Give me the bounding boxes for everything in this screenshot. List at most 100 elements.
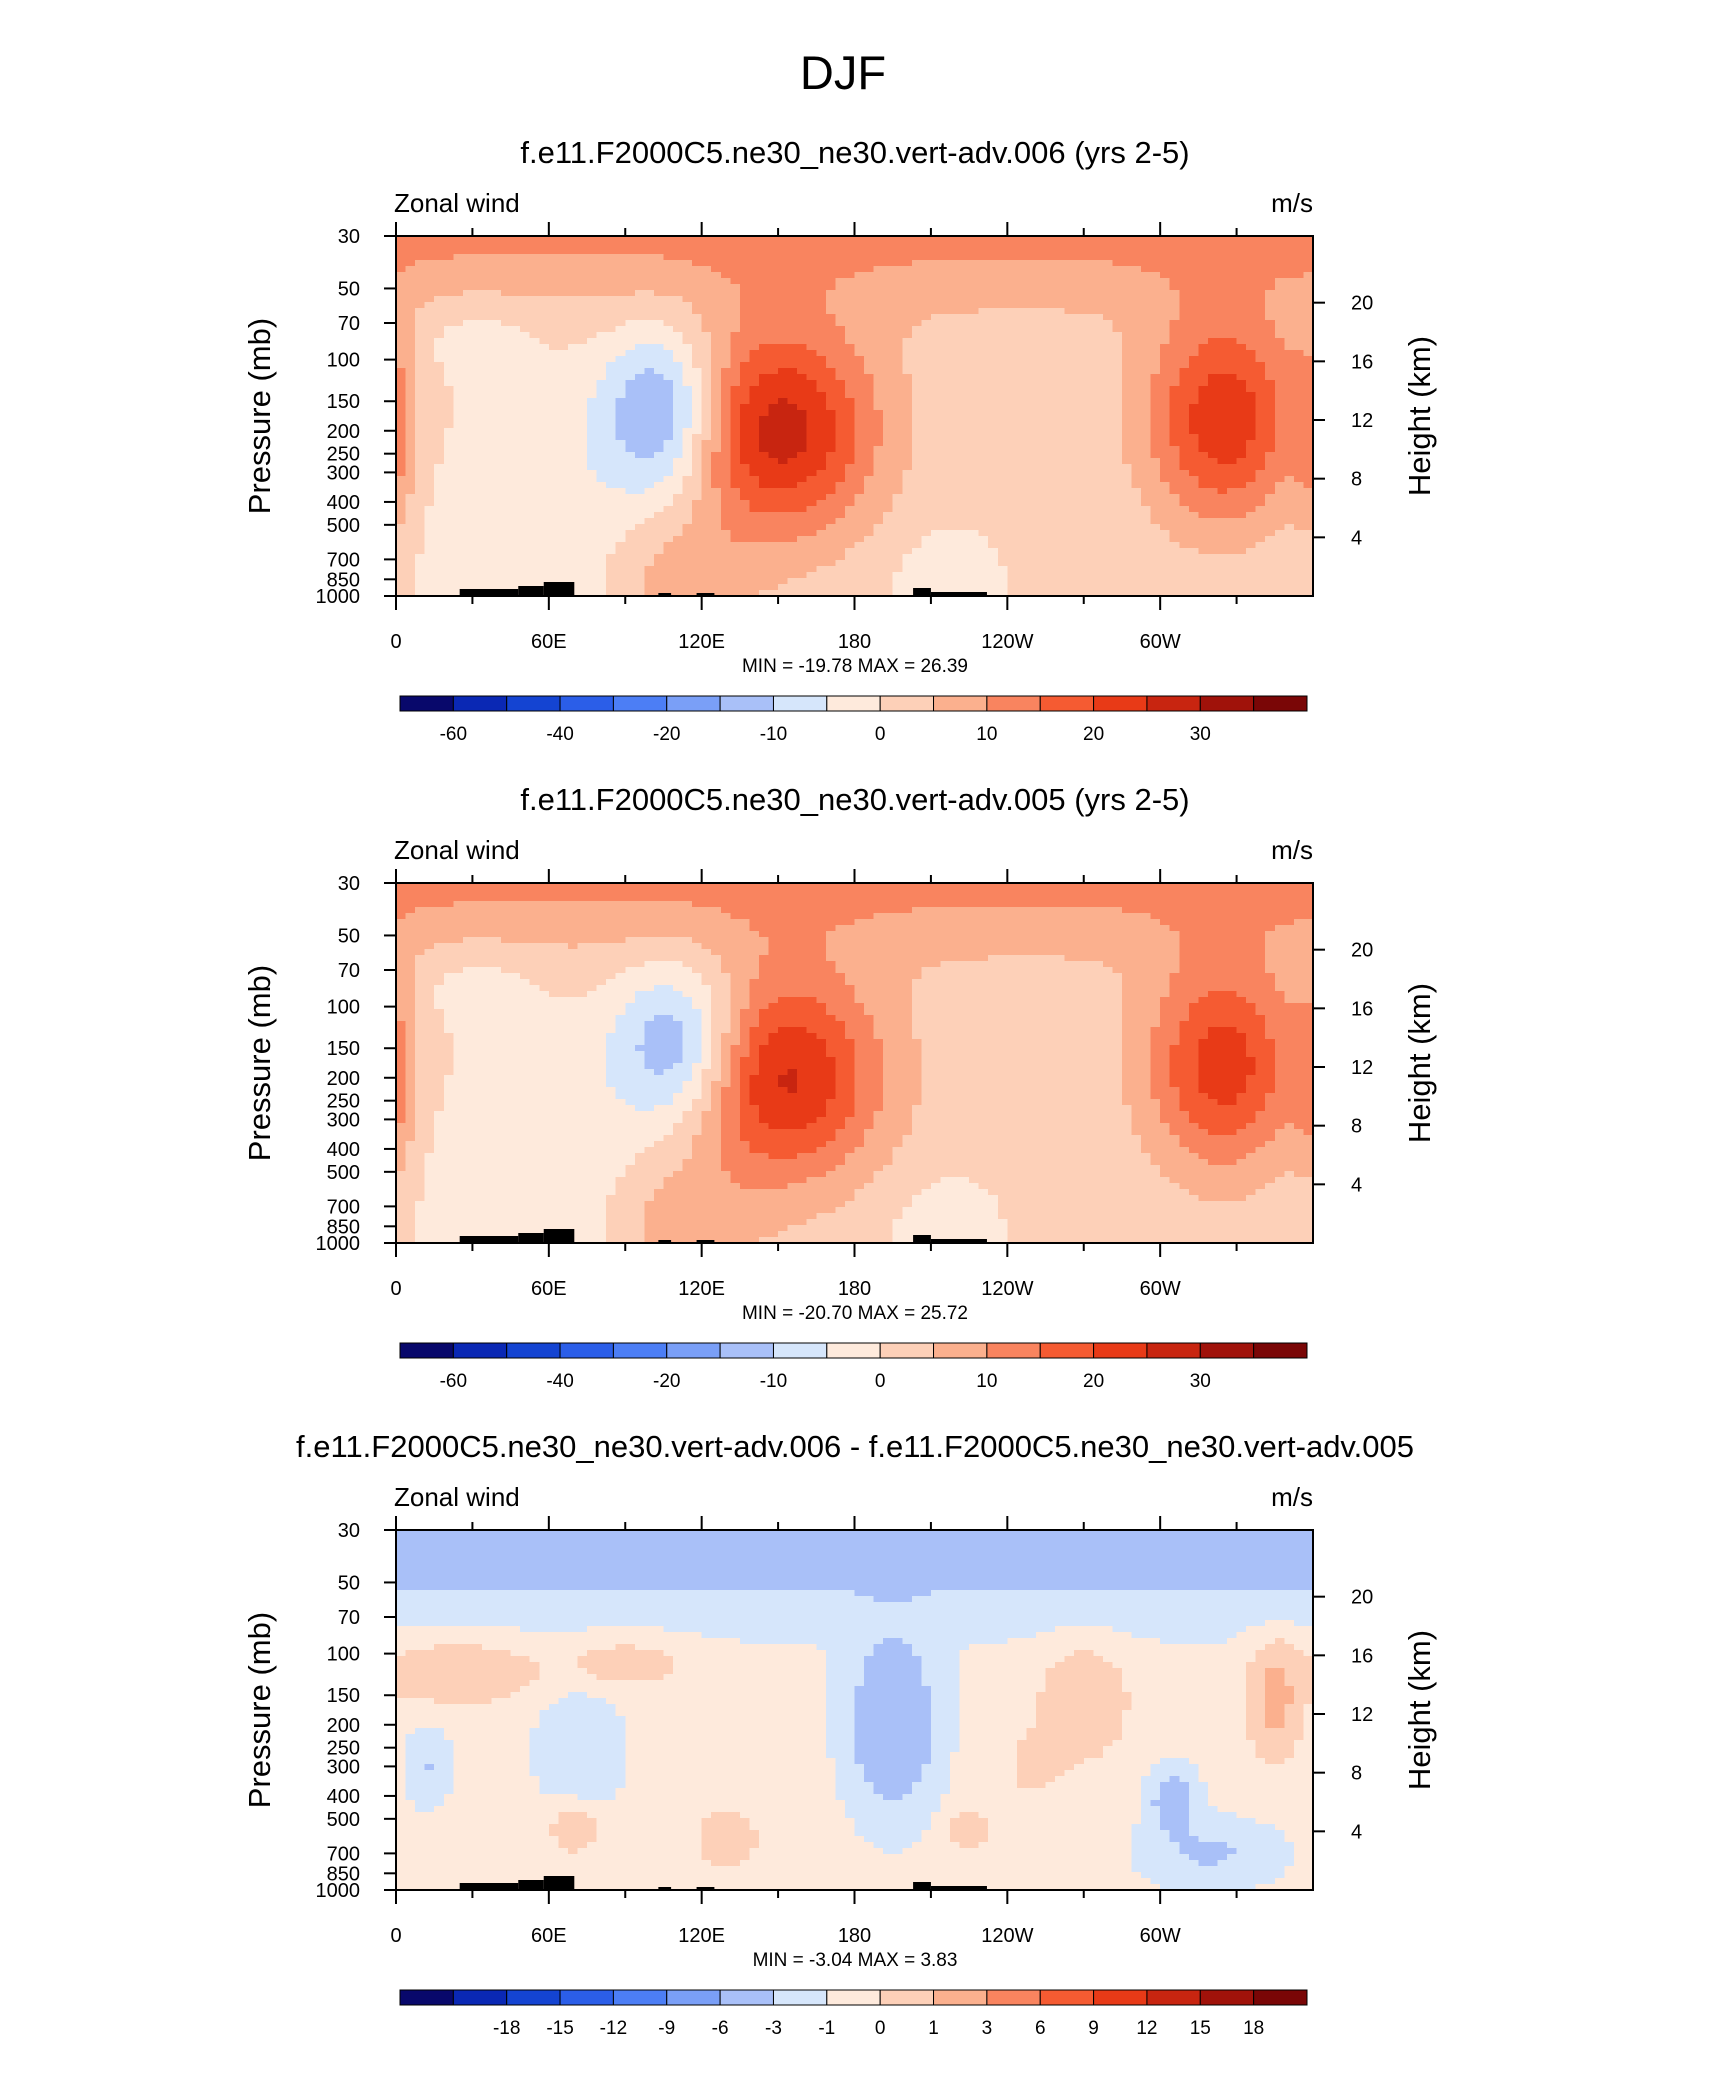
- contour-cell: [720, 296, 731, 303]
- contour-cell: [1007, 350, 1018, 357]
- contour-cell: [673, 242, 684, 249]
- contour-cell: [491, 518, 502, 525]
- contour-cell: [472, 296, 483, 303]
- contour-cell: [1293, 314, 1305, 321]
- contour-cell: [673, 272, 684, 279]
- contour-cell: [864, 338, 875, 345]
- contour-cell: [424, 440, 435, 447]
- contour-cell: [1131, 404, 1142, 411]
- contour-cell: [510, 482, 521, 489]
- contour-cell: [615, 356, 626, 363]
- contour-cell: [453, 320, 464, 327]
- contour-cell: [1045, 320, 1056, 327]
- contour-cell: [1227, 338, 1238, 345]
- contour-cell: [567, 350, 579, 357]
- contour-cell: [844, 266, 856, 273]
- contour-cell: [758, 320, 770, 327]
- contour-cell: [692, 380, 703, 387]
- contour-cell: [615, 404, 626, 411]
- contour-cell: [491, 416, 502, 423]
- contour-cell: [1083, 320, 1094, 327]
- contour-cell: [405, 362, 416, 369]
- contour-cell: [997, 254, 1008, 261]
- contour-cell: [481, 284, 493, 291]
- contour-cell: [1246, 416, 1257, 423]
- contour-cell: [758, 398, 770, 405]
- contour-cell: [415, 356, 426, 363]
- contour-cell: [854, 368, 865, 375]
- contour-cell: [606, 290, 617, 297]
- contour-cell: [1141, 428, 1152, 435]
- contour-cell: [835, 464, 846, 471]
- contour-cell: [892, 500, 903, 507]
- contour-cell: [892, 434, 903, 441]
- contour-cell: [415, 398, 426, 405]
- contour-cell: [988, 404, 999, 411]
- contour-cell: [1035, 434, 1047, 441]
- contour-cell: [816, 530, 827, 537]
- contour-cell: [539, 398, 550, 405]
- contour-cell: [816, 518, 827, 525]
- contour-cell: [749, 500, 760, 507]
- contour-cell: [940, 290, 951, 297]
- contour-cell: [1198, 422, 1209, 429]
- contour-cell: [959, 320, 970, 327]
- contour-cell: [930, 290, 942, 297]
- contour-cell: [1121, 530, 1133, 537]
- contour-cell: [443, 428, 454, 435]
- contour-cell: [520, 254, 531, 261]
- contour-cell: [1293, 416, 1305, 423]
- contour-cell: [396, 302, 407, 309]
- contour-cell: [1141, 266, 1152, 273]
- contour-cell: [548, 248, 559, 255]
- contour-cell: [1121, 476, 1133, 483]
- contour-cell: [711, 362, 722, 369]
- contour-cell: [1217, 290, 1228, 297]
- contour-cell: [816, 458, 827, 465]
- contour-cell: [453, 422, 464, 429]
- contour-cell: [768, 296, 779, 303]
- contour-cell: [778, 284, 789, 291]
- contour-cell: [730, 512, 741, 519]
- contour-cell: [988, 320, 999, 327]
- contour-cell: [453, 368, 464, 375]
- contour-cell: [873, 416, 884, 423]
- contour-cell: [1236, 458, 1247, 465]
- contour-cell: [1045, 446, 1056, 453]
- contour-cell: [1255, 428, 1266, 435]
- contour-cell: [1045, 506, 1056, 513]
- contour-cell: [911, 536, 922, 543]
- contour-cell: [1227, 248, 1238, 255]
- contour-cell: [1141, 236, 1152, 243]
- contour-cell: [1284, 470, 1295, 477]
- contour-cell: [844, 278, 856, 285]
- contour-cell: [424, 506, 435, 513]
- contour-cell: [1083, 506, 1094, 513]
- contour-cell: [1035, 374, 1047, 381]
- contour-cell: [1074, 326, 1085, 333]
- contour-cell: [510, 242, 521, 249]
- contour-cell: [673, 248, 684, 255]
- contour-cell: [606, 242, 617, 249]
- contour-cell: [1207, 398, 1219, 405]
- contour-cell: [548, 320, 559, 327]
- contour-cell: [415, 512, 426, 519]
- contour-cell: [424, 290, 435, 297]
- contour-cell: [692, 374, 703, 381]
- contour-cell: [1227, 242, 1238, 249]
- contour-cell: [988, 428, 999, 435]
- contour-cell: [797, 356, 808, 363]
- contour-cell: [1016, 404, 1028, 411]
- contour-cell: [806, 368, 817, 375]
- contour-cell: [950, 482, 961, 489]
- contour-cell: [1150, 332, 1161, 339]
- contour-cell: [978, 530, 989, 537]
- contour-cell: [663, 416, 674, 423]
- contour-cell: [653, 314, 665, 321]
- contour-cell: [1160, 494, 1171, 501]
- contour-cell: [587, 284, 598, 291]
- contour-cell: [1293, 362, 1305, 369]
- contour-cell: [1236, 248, 1247, 255]
- contour-cell: [1207, 488, 1219, 495]
- contour-cell: [930, 392, 942, 399]
